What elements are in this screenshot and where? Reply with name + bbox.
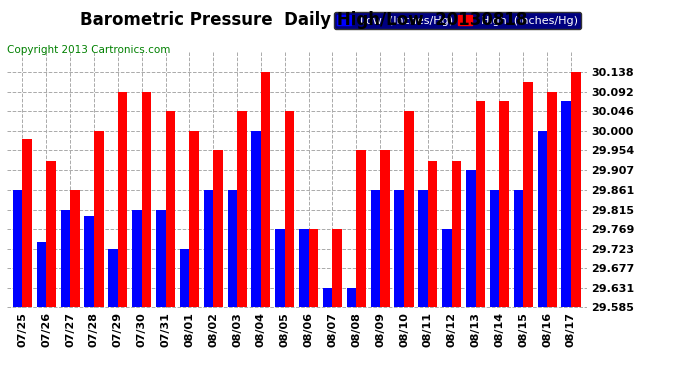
Bar — [333, 229, 342, 308]
Bar — [204, 190, 213, 308]
Bar — [13, 190, 22, 308]
Bar — [118, 92, 128, 308]
Bar — [22, 140, 32, 308]
Bar — [299, 229, 308, 308]
Bar — [418, 190, 428, 308]
Bar — [571, 72, 580, 308]
Bar — [285, 111, 295, 308]
Text: Barometric Pressure  Daily High/Low  20130818: Barometric Pressure Daily High/Low 20130… — [80, 11, 527, 29]
Bar — [323, 288, 333, 308]
Bar — [514, 190, 523, 308]
Bar — [94, 131, 104, 308]
Bar — [61, 210, 70, 308]
Bar — [523, 82, 533, 308]
Bar — [261, 72, 270, 308]
Bar — [371, 190, 380, 308]
Bar — [213, 150, 223, 308]
Bar — [37, 242, 46, 308]
Bar — [475, 102, 485, 308]
Bar — [156, 210, 166, 308]
Bar — [180, 249, 189, 308]
Bar — [189, 131, 199, 308]
Bar — [466, 170, 475, 308]
Bar — [356, 150, 366, 308]
Bar — [237, 111, 246, 308]
Bar — [404, 111, 413, 308]
Bar — [108, 249, 118, 308]
Bar — [228, 190, 237, 308]
Bar — [538, 131, 547, 308]
Bar — [380, 150, 390, 308]
Bar — [428, 160, 437, 308]
Bar — [70, 190, 79, 308]
Bar — [251, 131, 261, 308]
Bar — [442, 229, 452, 308]
Bar — [308, 229, 318, 308]
Bar — [46, 160, 56, 308]
Bar — [166, 111, 175, 308]
Bar — [141, 92, 151, 308]
Bar — [347, 288, 356, 308]
Bar — [547, 92, 557, 308]
Bar — [132, 210, 141, 308]
Bar — [395, 190, 404, 308]
Legend: Low  (Inches/Hg), High  (Inches/Hg): Low (Inches/Hg), High (Inches/Hg) — [334, 12, 581, 29]
Bar — [452, 160, 462, 308]
Bar — [500, 102, 509, 308]
Bar — [275, 229, 285, 308]
Bar — [562, 102, 571, 308]
Bar — [84, 216, 94, 308]
Bar — [490, 190, 500, 308]
Text: Copyright 2013 Cartronics.com: Copyright 2013 Cartronics.com — [7, 45, 170, 55]
